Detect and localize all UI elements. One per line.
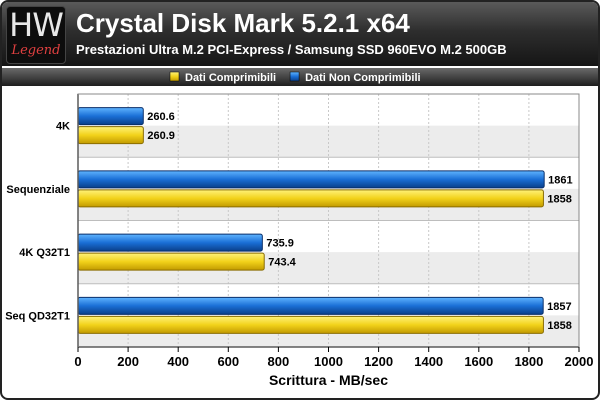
bar-non-comprimibili-1 (77, 107, 144, 126)
bar-non-comprimibili-4 (77, 296, 544, 315)
x-tick-label-8: 1400 (414, 354, 443, 369)
value-label-non-comprimibili-3: 735.9 (266, 238, 294, 250)
value-label-comprimibili-1: 260.9 (147, 130, 175, 142)
chart-header: HW Legend Crystal Disk Mark 5.2.1 x64 Pr… (2, 2, 598, 66)
x-tick-label-4: 600 (217, 354, 239, 369)
category-label-2: Sequenziale (6, 184, 70, 196)
bar-comprimibili-3 (77, 252, 265, 271)
x-tick-label-2: 200 (117, 354, 139, 369)
chart-title: Crystal Disk Mark 5.2.1 x64 (76, 8, 410, 38)
x-tick-label-1: 0 (74, 354, 81, 369)
x-tick-label-10: 1800 (514, 354, 543, 369)
value-label-comprimibili-2: 1858 (547, 193, 571, 205)
category-label-1: 4K (56, 121, 70, 133)
legend-swatch-2 (289, 71, 300, 82)
logo-main-text: HW (9, 6, 64, 44)
chart-subtitle: Prestazioni Ultra M.2 PCI-Express / Sams… (76, 42, 507, 57)
bar-comprimibili-1 (77, 126, 144, 145)
category-label-3: 4K Q32T1 (19, 247, 70, 259)
value-label-comprimibili-3: 743.4 (268, 257, 296, 269)
legend-swatch-1 (169, 71, 180, 82)
x-axis-title: Scrittura - MB/sec (269, 372, 388, 388)
bar-non-comprimibili-3 (77, 233, 263, 252)
x-tick-label-9: 1600 (464, 354, 493, 369)
bar-non-comprimibili-2 (77, 170, 545, 189)
x-tick-label-7: 1200 (364, 354, 393, 369)
value-label-non-comprimibili-1: 260.6 (147, 111, 175, 123)
bar-comprimibili-2 (77, 189, 544, 208)
value-label-non-comprimibili-4: 1857 (547, 301, 571, 313)
value-label-comprimibili-4: 1858 (547, 320, 571, 332)
x-tick-label-3: 400 (167, 354, 189, 369)
legend-label-2: Dati Non Comprimibili (305, 72, 421, 84)
category-label-4: Seq QD32T1 (5, 310, 70, 322)
x-tick-label-11: 2000 (565, 354, 594, 369)
hwlegend-logo: HW Legend (6, 6, 66, 64)
value-label-non-comprimibili-2: 1861 (548, 174, 572, 186)
legend-bar (2, 68, 598, 86)
x-tick-label-5: 800 (268, 354, 290, 369)
legend-label-1: Dati Comprimibili (185, 72, 276, 84)
bar-comprimibili-4 (77, 315, 544, 334)
logo-sub-text: Legend (11, 43, 61, 58)
x-tick-label-6: 1000 (314, 354, 343, 369)
